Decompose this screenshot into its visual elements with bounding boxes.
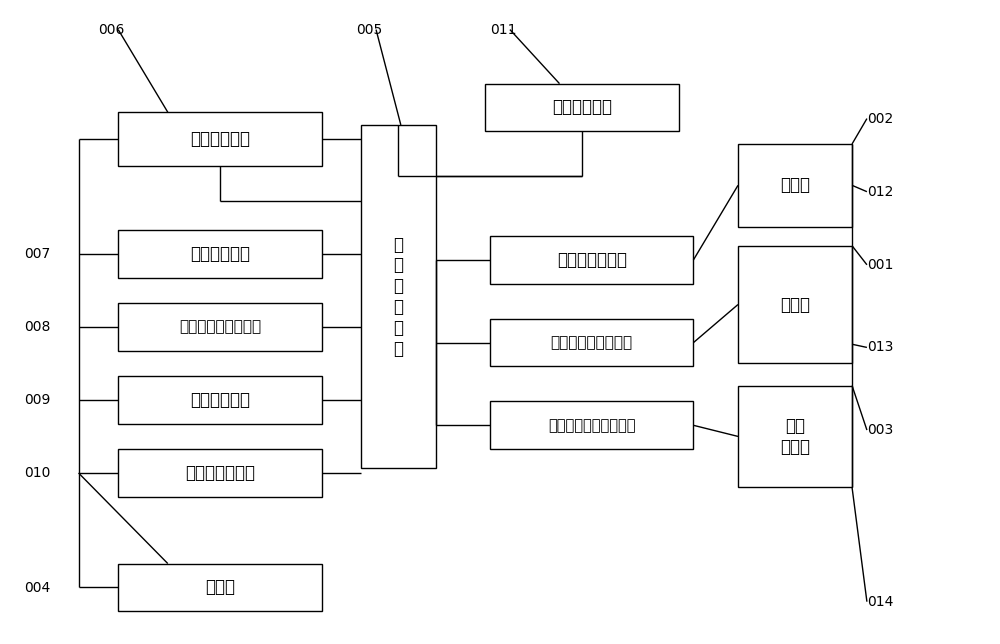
Text: 010: 010 — [24, 466, 50, 480]
Text: 009: 009 — [24, 393, 50, 407]
Bar — [490, 319, 693, 366]
Bar — [738, 144, 852, 227]
Text: 反向截流模块: 反向截流模块 — [190, 245, 250, 263]
Text: 012: 012 — [867, 185, 893, 199]
Bar — [118, 230, 322, 278]
Bar — [738, 386, 852, 488]
Text: 004: 004 — [24, 581, 50, 594]
Text: 电动车加速器: 电动车加速器 — [190, 391, 250, 409]
Bar — [118, 449, 322, 497]
Text: 014: 014 — [867, 594, 893, 609]
Text: 发动机: 发动机 — [780, 296, 810, 314]
Text: 启
动
控
制
模
块: 启 动 控 制 模 块 — [393, 236, 403, 357]
Bar — [490, 236, 693, 284]
Text: 008: 008 — [24, 320, 50, 334]
Text: 发动机油门控制装置: 发动机油门控制装置 — [551, 335, 633, 350]
Text: 007: 007 — [24, 247, 50, 261]
Text: 006: 006 — [98, 23, 125, 37]
Bar — [361, 125, 436, 468]
Text: 空调压缩机开关: 空调压缩机开关 — [185, 464, 255, 482]
Bar — [490, 401, 693, 449]
Bar — [118, 303, 322, 350]
Text: 发动机熄火线路: 发动机熄火线路 — [557, 251, 627, 269]
Text: 发动机启动模式开关: 发动机启动模式开关 — [179, 319, 261, 334]
Text: 013: 013 — [867, 341, 893, 354]
Bar — [485, 84, 678, 131]
Text: 空调
压缩机: 空调 压缩机 — [780, 417, 810, 456]
Text: 压缩机电磁离合器线路: 压缩机电磁离合器线路 — [548, 418, 635, 433]
Text: 充电截止模块: 充电截止模块 — [190, 130, 250, 148]
Bar — [118, 376, 322, 424]
Bar — [738, 246, 852, 363]
Text: 发电机: 发电机 — [780, 176, 810, 194]
Text: 三相整流模块: 三相整流模块 — [552, 99, 612, 117]
Bar — [118, 564, 322, 611]
Text: 蓄电瓶: 蓄电瓶 — [205, 578, 235, 596]
Text: 003: 003 — [867, 423, 893, 437]
Text: 011: 011 — [490, 23, 517, 37]
Bar — [118, 112, 322, 166]
Text: 002: 002 — [867, 111, 893, 126]
Text: 001: 001 — [867, 258, 893, 272]
Text: 005: 005 — [356, 23, 382, 37]
